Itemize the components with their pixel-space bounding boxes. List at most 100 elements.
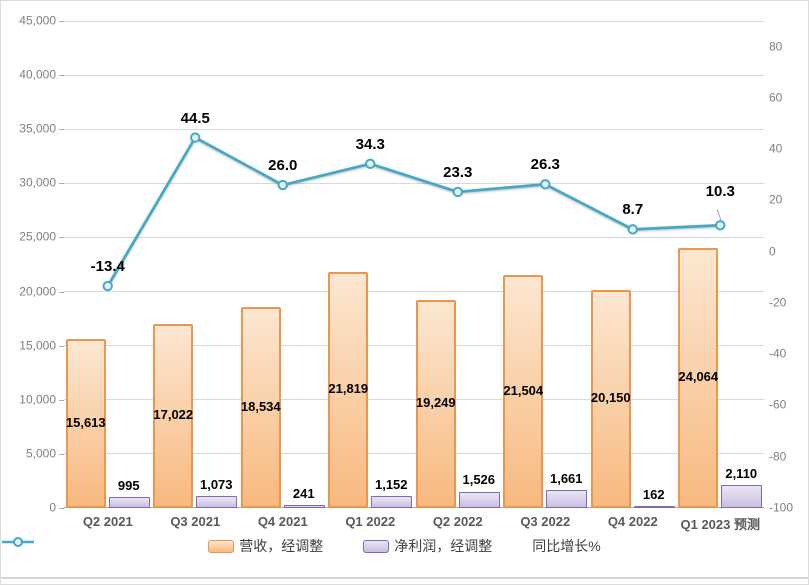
y-axis-tickmark	[59, 75, 64, 77]
y-axis-tickmark	[59, 21, 64, 22]
x-axis-category-label: Q2 2022	[432, 514, 483, 529]
bar-profit-label: 162	[642, 487, 665, 503]
growth-point-label: 34.3	[355, 135, 385, 153]
growth-point-label: 23.3	[443, 163, 473, 181]
y-axis-tick-label: 5,000	[25, 446, 56, 461]
bar-revenue-label: 21,819	[328, 380, 369, 396]
growth-line-svg	[102, 132, 726, 292]
y-axis-tickmark	[59, 453, 64, 455]
bar-revenue	[590, 289, 631, 508]
bar-profit-label: 1,526	[462, 472, 496, 488]
legend-item: 营收，经调整	[208, 536, 323, 556]
bar-profit-label: 1,073	[199, 477, 233, 493]
y2-axis-tick-label: 80	[769, 39, 783, 54]
y2-axis-tick-label: -40	[769, 346, 787, 361]
bar-revenue	[415, 299, 456, 508]
bar-revenue-label: 18,534	[240, 398, 281, 414]
legend-item-label: 营收，经调整	[239, 538, 324, 554]
y-axis-tickmark	[59, 129, 64, 131]
bar-profit	[721, 485, 763, 508]
bar-profit	[633, 506, 675, 508]
growth-point-label: 10.3	[705, 183, 735, 201]
y2-axis-tick-label: -80	[769, 449, 787, 464]
plot-area: 15,613 995 17,022 1,073 18,534 241 21,819 1,152…	[64, 20, 764, 508]
gridline	[64, 236, 764, 238]
x-axis-line	[64, 507, 764, 508]
y2-axis-tick-label: 40	[769, 141, 783, 156]
bar-profit	[283, 505, 325, 508]
gridline	[64, 128, 764, 130]
gridline	[64, 453, 764, 455]
y2-axis-tick-label: 60	[769, 90, 783, 105]
y2-axis-tick-label: -20	[769, 295, 787, 310]
y-axis-tick-label: 45,000	[19, 13, 56, 28]
y2-axis-tick-label: 20	[769, 192, 783, 207]
bar-revenue	[240, 307, 281, 508]
growth-point-marker	[540, 179, 551, 190]
y2-axis-tick-label: -100	[769, 500, 794, 515]
growth-point-label: -13.4	[90, 258, 125, 276]
gridline	[64, 74, 764, 76]
bar-revenue-label: 17,022	[153, 406, 194, 422]
y2-axis-tick-label: -60	[769, 397, 787, 412]
bar-profit	[371, 495, 413, 508]
growth-point-marker	[715, 220, 726, 231]
x-axis-category-label: Q2 2021	[82, 514, 133, 529]
growth-point-marker	[627, 224, 638, 235]
growth-point-marker	[102, 280, 113, 292]
y-axis-tickmark	[59, 508, 64, 509]
data-label-leader-line	[716, 209, 722, 222]
x-axis-category-label: Q4 2021	[257, 514, 308, 529]
y-axis-tickmark	[59, 291, 64, 293]
legend-item-label: 同比增长%	[532, 538, 601, 554]
bar-revenue	[503, 275, 544, 508]
x-axis-category-label: Q1 2022	[345, 514, 396, 529]
bar-profit-label: 1,661	[549, 471, 583, 487]
y-axis-tick-label: 0	[49, 500, 56, 515]
x-axis-category-label: Q4 2022	[607, 514, 658, 529]
gridline	[64, 345, 764, 347]
bottom-border-rule	[1, 577, 808, 579]
x-axis-category-label: Q1 2023 预测	[680, 517, 761, 532]
bar-profit-label: 241	[292, 486, 315, 502]
growth-point-marker	[190, 132, 201, 143]
y-axis-tickmark	[59, 399, 64, 401]
y-axis-tick-label: 40,000	[19, 67, 56, 82]
chart-legend: 营收，经调整 净利润，经调整 同比增长%	[1, 535, 808, 557]
y-axis-tick-label: 15,000	[19, 338, 56, 353]
gridline	[64, 182, 764, 184]
bar-revenue-label: 20,150	[590, 389, 631, 405]
growth-point-label: 26.0	[268, 157, 298, 175]
bar-revenue	[678, 247, 719, 508]
growth-point-marker	[452, 186, 463, 198]
y-axis-tick-label: 10,000	[19, 392, 56, 407]
gridline	[64, 291, 764, 293]
x-axis-category-label: Q3 2022	[520, 514, 571, 529]
bar-profit-label: 995	[117, 478, 140, 494]
growth-point-label: 44.5	[180, 109, 210, 127]
bar-revenue	[328, 271, 369, 508]
y-axis-tickmark	[59, 345, 64, 347]
y-axis-tick-label: 35,000	[19, 121, 56, 136]
bar-revenue-label: 21,504	[503, 382, 544, 398]
bar-revenue-label: 15,613	[65, 414, 106, 430]
growth-point-label: 26.3	[530, 156, 560, 174]
legend-bar-purple-swatch-icon	[363, 539, 390, 553]
legend-item: 同比增长%	[2, 536, 601, 556]
growth-point-marker	[277, 179, 288, 191]
bar-profit-label: 2,110	[725, 466, 758, 482]
legend-bar-orange-swatch-icon	[208, 539, 235, 553]
growth-line	[106, 136, 721, 287]
y-axis-tick-label: 20,000	[19, 284, 56, 299]
gridline	[64, 399, 764, 401]
bar-profit-label: 1,152	[374, 476, 408, 492]
legend-item: 净利润，经调整	[363, 536, 492, 556]
bar-profit	[196, 496, 238, 508]
bar-revenue	[65, 339, 106, 508]
bar-revenue-label: 19,249	[415, 394, 456, 410]
y2-axis-tick-label: 0	[769, 244, 776, 259]
bar-profit	[546, 490, 588, 508]
y-axis-tickmark	[59, 237, 64, 239]
bar-revenue-label: 24,064	[678, 368, 719, 384]
gridline	[64, 20, 764, 22]
